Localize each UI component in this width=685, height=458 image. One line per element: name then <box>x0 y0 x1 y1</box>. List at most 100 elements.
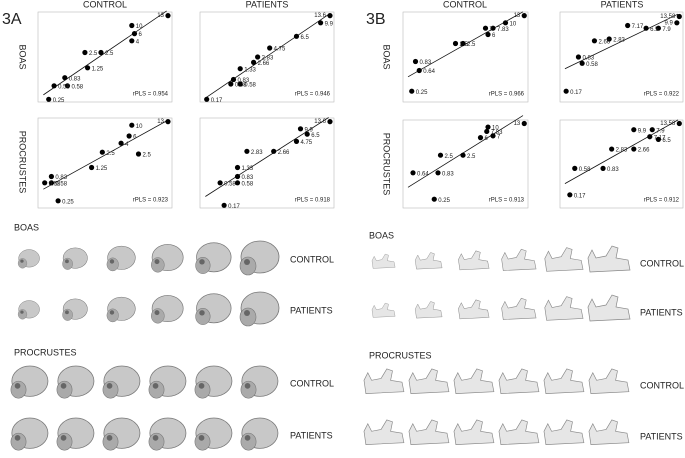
face <box>150 308 165 324</box>
regression-line <box>43 120 167 190</box>
face <box>150 257 165 273</box>
point-label: 0.58 <box>244 83 256 89</box>
face <box>106 308 119 323</box>
point-label: 6.5 <box>650 27 659 33</box>
specimen-shape <box>194 365 233 399</box>
data-point <box>606 36 612 42</box>
specimen-shape <box>363 419 405 445</box>
point-label: 0.83 <box>69 76 81 82</box>
mandible <box>453 368 495 394</box>
data-point <box>502 20 509 26</box>
mandible <box>543 419 585 445</box>
mandible <box>414 252 443 270</box>
data-point <box>237 66 243 72</box>
point-label: 6 <box>485 136 489 142</box>
specimen-shape <box>62 247 88 270</box>
specimen-shape <box>408 419 450 445</box>
face <box>10 380 27 399</box>
point-label: 10 <box>136 24 143 30</box>
orbit <box>244 259 250 265</box>
data-point <box>84 65 91 71</box>
group-label: PATIENTS <box>640 307 683 317</box>
data-point <box>126 133 132 139</box>
specimen-shape <box>102 365 141 399</box>
data-point <box>477 135 484 141</box>
specimen-shape <box>498 368 540 394</box>
plot-frame <box>37 117 173 209</box>
specimen-shape <box>458 299 490 320</box>
data-point <box>165 13 171 19</box>
data-point <box>655 136 662 142</box>
point-label: 9.9 <box>665 20 674 26</box>
data-point <box>567 192 573 198</box>
point-label: 2.83 <box>251 150 263 156</box>
face <box>240 380 257 399</box>
point-label: 7.83 <box>497 27 509 33</box>
data-point <box>460 152 466 158</box>
rpls-label: rPLS = 0.918 <box>295 198 331 204</box>
point-label: 0.58 <box>579 167 591 173</box>
data-point <box>271 148 277 154</box>
data-point <box>48 180 55 186</box>
specimen-shape <box>195 293 232 325</box>
data-point <box>55 198 61 204</box>
specimen-shape <box>544 296 584 321</box>
point-label: 0.83 <box>420 60 432 66</box>
specimen-shape <box>17 300 40 320</box>
data-point <box>255 54 261 60</box>
data-point <box>327 13 333 19</box>
data-point <box>82 49 88 56</box>
face <box>195 307 211 325</box>
data-point <box>647 134 653 140</box>
mandible <box>501 297 537 320</box>
specimen-shape <box>588 419 630 445</box>
specimen-shape <box>453 368 495 394</box>
point-label: 2.5 <box>89 51 98 57</box>
point-label: 0.17 <box>570 90 582 96</box>
point-label: 4 <box>125 142 129 148</box>
orbit <box>14 435 21 441</box>
point-label: 7.17 <box>632 24 644 30</box>
specimen-shape <box>240 365 279 399</box>
specimen-shape <box>408 368 450 394</box>
panel-label: 3B <box>366 11 386 28</box>
data-point <box>484 128 490 135</box>
specimen-shape <box>56 365 95 399</box>
mandible <box>363 419 405 445</box>
specimen-shape <box>17 249 40 269</box>
data-point <box>490 133 496 139</box>
row-header: BOAS <box>382 44 392 69</box>
data-point <box>51 83 57 89</box>
specimen-shape <box>194 417 233 451</box>
group-label: CONTROL <box>290 254 334 264</box>
data-point <box>135 151 142 157</box>
specimen-shape <box>106 245 136 272</box>
regression-line <box>564 119 679 184</box>
specimen-shape <box>150 295 184 324</box>
point-label: 7.9 <box>656 128 665 134</box>
mandible <box>408 419 450 445</box>
point-label: 13 <box>514 121 521 127</box>
data-point <box>234 164 241 171</box>
point-label: 0.58 <box>71 84 83 90</box>
orbit <box>198 383 205 389</box>
data-point <box>42 180 48 186</box>
point-label: 0.83 <box>55 175 67 181</box>
regression-line <box>43 10 167 96</box>
row-header: BOAS <box>18 44 28 69</box>
mandible <box>408 368 450 394</box>
face <box>62 257 73 270</box>
regression-line <box>205 14 329 99</box>
mandible <box>544 296 584 321</box>
data-point <box>165 119 171 125</box>
data-point <box>631 127 637 133</box>
mandible <box>501 248 537 271</box>
point-label: 2.83 <box>613 38 625 44</box>
point-label: 10 <box>492 126 499 132</box>
point-label: 13.58 <box>660 121 676 127</box>
point-label: 0.58 <box>49 181 61 187</box>
specimen-shape <box>195 242 232 274</box>
group-label: PATIENTS <box>290 305 333 315</box>
data-point <box>118 140 124 146</box>
